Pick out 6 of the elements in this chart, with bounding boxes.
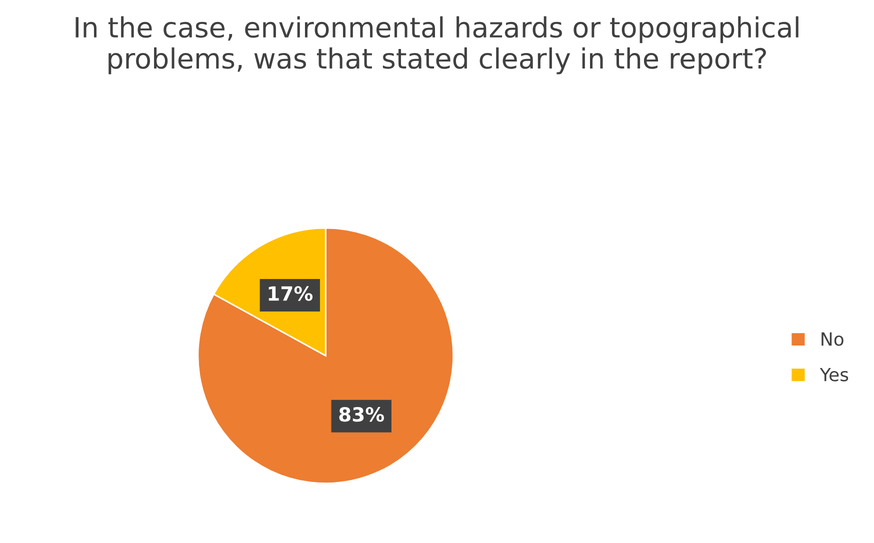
legend-label: No [822,332,844,346]
data-label: 83% [339,407,384,422]
pie-slice [197,227,454,484]
data-label: 17% [268,286,313,301]
legend-label: Yes [820,368,848,382]
chart-title: In the case, environmental hazards or topographical problems, was that stated clearly in the report? [76,16,798,74]
